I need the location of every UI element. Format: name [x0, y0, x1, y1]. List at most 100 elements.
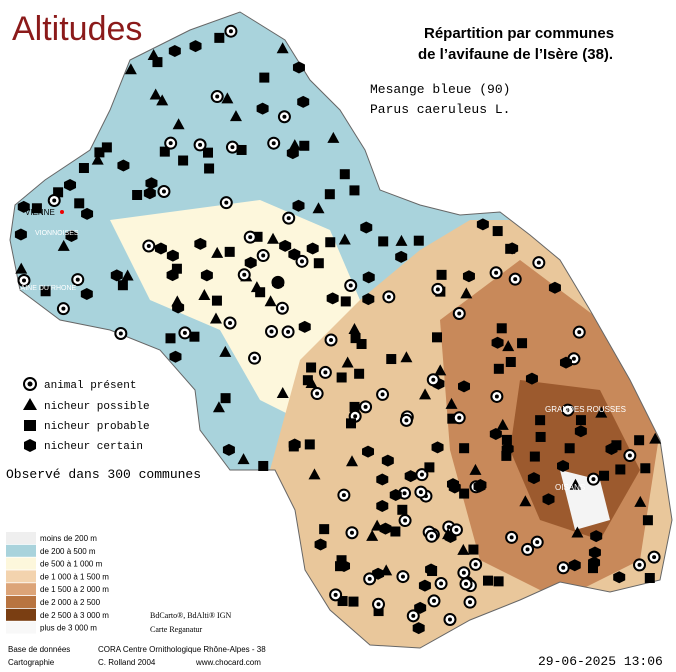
altitude-swatch [6, 570, 36, 583]
marker-present-dot [536, 260, 541, 265]
marker-possible [219, 345, 232, 357]
credit-label: Base de données [8, 645, 70, 654]
altitude-swatch [6, 608, 36, 621]
marker-present-dot [118, 331, 123, 336]
marker-possible [366, 529, 379, 541]
marker-probable [101, 142, 112, 153]
marker-present-dot [280, 306, 285, 311]
symbol-probable [24, 420, 36, 431]
marker-probable [40, 286, 51, 297]
place: VIENNE [25, 208, 55, 217]
marker-possible [91, 153, 104, 165]
marker-possible [211, 246, 224, 258]
marker-probable [505, 243, 516, 254]
marker-certain [117, 159, 130, 172]
marker-present-dot [577, 330, 582, 335]
subtitle: Répartition par communes [424, 25, 614, 42]
marker-possible [57, 239, 70, 251]
marker-probable [152, 57, 163, 68]
symbol-possible [23, 398, 37, 410]
marker-certain [189, 40, 202, 53]
credit: www.chocard.com [195, 658, 261, 667]
marker-probable [53, 187, 64, 198]
marker-probable [356, 338, 367, 349]
marker-probable [436, 269, 447, 280]
marker-probable [302, 375, 313, 386]
marker-probable [501, 450, 512, 461]
marker-present-dot [146, 243, 151, 248]
marker-probable [224, 246, 235, 257]
marker-probable [493, 576, 504, 587]
marker-present-dot [494, 270, 499, 275]
altitude-legend: moins de 200 m de 200 à 500 m de 500 à 1 0… [6, 532, 109, 634]
marker-certain [476, 218, 489, 231]
marker-present-dot [348, 283, 353, 288]
marker-present-dot [248, 235, 253, 240]
marker-present-dot [333, 592, 338, 597]
altitude-label: de 200 à 500 m [40, 547, 96, 556]
marker-possible [288, 139, 301, 151]
marker-present-dot [571, 356, 576, 361]
marker-present-dot [269, 329, 274, 334]
marker-certain [389, 488, 402, 501]
altitude-swatch [6, 544, 36, 557]
date: 29-06-2025 13:06 [538, 654, 663, 669]
marker-probable [204, 163, 215, 174]
place: VIONNOISES [35, 230, 79, 237]
marker-probable [189, 331, 200, 342]
symbol-legend: animal présent nicheur possible nicheur … [6, 377, 201, 482]
marker-certain [491, 336, 504, 349]
marker-certain [169, 350, 182, 363]
marker-possible [457, 543, 470, 555]
marker-possible [121, 269, 134, 281]
observed-count: Observé dans 300 communes [6, 467, 201, 482]
marker-probable [348, 596, 359, 607]
marker-probable [501, 434, 512, 445]
marker-probable [493, 363, 504, 374]
marker-certain [306, 242, 319, 255]
symbol-present [23, 377, 37, 391]
marker-probable [165, 333, 176, 344]
marker-probable [335, 561, 346, 572]
marker-possible [460, 287, 473, 299]
marker-present-dot [228, 320, 233, 325]
latin-name: Parus caeruleus L. [370, 102, 510, 117]
marker-probable [336, 555, 347, 566]
marker-possible [212, 401, 225, 413]
legend-label: nicheur possible [44, 401, 150, 413]
altitude-label: de 1 000 à 1 500 m [40, 572, 109, 581]
marker-present-dot [198, 142, 203, 147]
marker-probable [178, 155, 189, 166]
marker-probable [117, 280, 128, 291]
altitude-label: de 2 000 à 2 500 [40, 598, 101, 607]
marker-probable [159, 146, 170, 157]
place: GRANDES ROUSSES [545, 405, 626, 414]
marker-certain [376, 499, 389, 512]
marker-present-dot [367, 576, 372, 581]
marker-present-dot [349, 530, 354, 535]
marker-probable [390, 526, 401, 537]
marker-certain [154, 242, 167, 255]
marker-certain [168, 44, 181, 57]
marker-probable [336, 372, 347, 383]
marker-present-dot [432, 598, 437, 603]
marker-certain [292, 61, 305, 74]
marker-possible [502, 340, 515, 352]
marker-present-dot [431, 377, 436, 382]
marker-probable [482, 575, 493, 586]
source: Carte Reganatur [150, 625, 203, 634]
legend-label: nicheur probable [44, 421, 150, 433]
marker-probable [564, 443, 575, 454]
marker-present-dot [535, 540, 540, 545]
marker-certain [448, 481, 461, 494]
credit: C. Rolland 2004 [98, 658, 156, 667]
marker-certain [297, 95, 310, 108]
marker-present-dot [509, 535, 514, 540]
marker-possible [571, 526, 584, 538]
marker-possible [569, 478, 582, 490]
marker-possible [312, 202, 325, 214]
marker-certain [559, 356, 572, 369]
marker-certain [314, 538, 327, 551]
marker-present-dot [271, 141, 276, 146]
